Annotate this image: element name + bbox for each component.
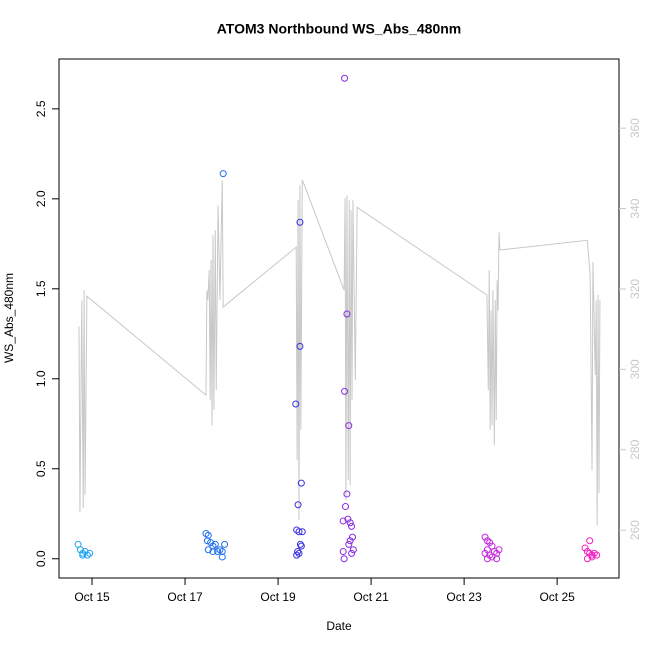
point bbox=[204, 546, 212, 554]
point bbox=[209, 548, 217, 556]
point bbox=[483, 555, 491, 563]
point bbox=[339, 548, 347, 556]
point bbox=[348, 549, 356, 557]
point bbox=[341, 74, 349, 82]
x-tick-label: Oct 23 bbox=[446, 590, 482, 604]
point bbox=[86, 549, 94, 557]
point bbox=[345, 540, 353, 548]
point bbox=[493, 549, 501, 557]
chart-title: ATOM3 Northbound WS_Abs_480nm bbox=[217, 21, 462, 37]
point bbox=[296, 218, 304, 226]
point bbox=[593, 551, 601, 559]
point bbox=[495, 546, 503, 554]
point bbox=[296, 342, 304, 350]
y2-tick-label: 320 bbox=[628, 279, 642, 299]
point bbox=[295, 528, 303, 536]
point bbox=[292, 400, 300, 408]
point bbox=[349, 546, 357, 554]
point bbox=[346, 519, 354, 527]
point bbox=[486, 539, 494, 547]
point bbox=[218, 548, 226, 556]
point bbox=[81, 548, 89, 556]
point bbox=[348, 522, 356, 530]
point bbox=[297, 542, 305, 550]
point bbox=[340, 555, 348, 563]
x-tick-label: Oct 15 bbox=[74, 590, 110, 604]
point bbox=[343, 310, 351, 318]
point bbox=[342, 503, 350, 511]
point bbox=[298, 528, 306, 536]
point bbox=[588, 553, 596, 561]
x-tick-label: Oct 21 bbox=[353, 590, 389, 604]
y-tick-label: 0.5 bbox=[34, 460, 48, 477]
point bbox=[219, 170, 227, 178]
point bbox=[493, 555, 501, 563]
y2-tick-label: 280 bbox=[628, 439, 642, 459]
point bbox=[79, 551, 87, 559]
y-tick-label: 1.5 bbox=[34, 280, 48, 297]
point bbox=[295, 549, 303, 557]
x-tick-label: Oct 17 bbox=[167, 590, 203, 604]
point bbox=[586, 537, 594, 545]
point bbox=[344, 515, 352, 523]
y-tick-label: 2.5 bbox=[34, 100, 48, 117]
point bbox=[345, 422, 353, 430]
point bbox=[583, 555, 591, 563]
point bbox=[211, 540, 219, 548]
line bbox=[78, 179, 601, 526]
point bbox=[294, 548, 302, 556]
point bbox=[343, 490, 351, 498]
point bbox=[488, 553, 496, 561]
point bbox=[297, 479, 305, 487]
y-tick-label: 2.0 bbox=[34, 190, 48, 207]
point bbox=[221, 540, 229, 548]
x-tick-label: Oct 25 bbox=[539, 590, 575, 604]
point bbox=[339, 517, 347, 525]
y-axis-label: WS_Abs_480nm bbox=[2, 273, 16, 363]
point bbox=[218, 553, 226, 561]
x-axis-label: Date bbox=[326, 619, 352, 633]
point bbox=[481, 533, 489, 541]
point bbox=[581, 544, 589, 552]
point bbox=[348, 533, 356, 541]
x-tick-label: Oct 19 bbox=[260, 590, 296, 604]
point bbox=[294, 501, 302, 509]
y2-tick-label: 300 bbox=[628, 359, 642, 379]
y2-tick-label: 340 bbox=[628, 198, 642, 218]
point bbox=[341, 387, 349, 395]
y2-tick-label: 360 bbox=[628, 118, 642, 138]
point bbox=[207, 539, 215, 547]
point bbox=[346, 537, 354, 545]
y-tick-label: 0.0 bbox=[34, 550, 48, 567]
y2-tick-label: 260 bbox=[628, 520, 642, 540]
plot-box bbox=[58, 58, 620, 579]
y-tick-label: 1.0 bbox=[34, 370, 48, 387]
